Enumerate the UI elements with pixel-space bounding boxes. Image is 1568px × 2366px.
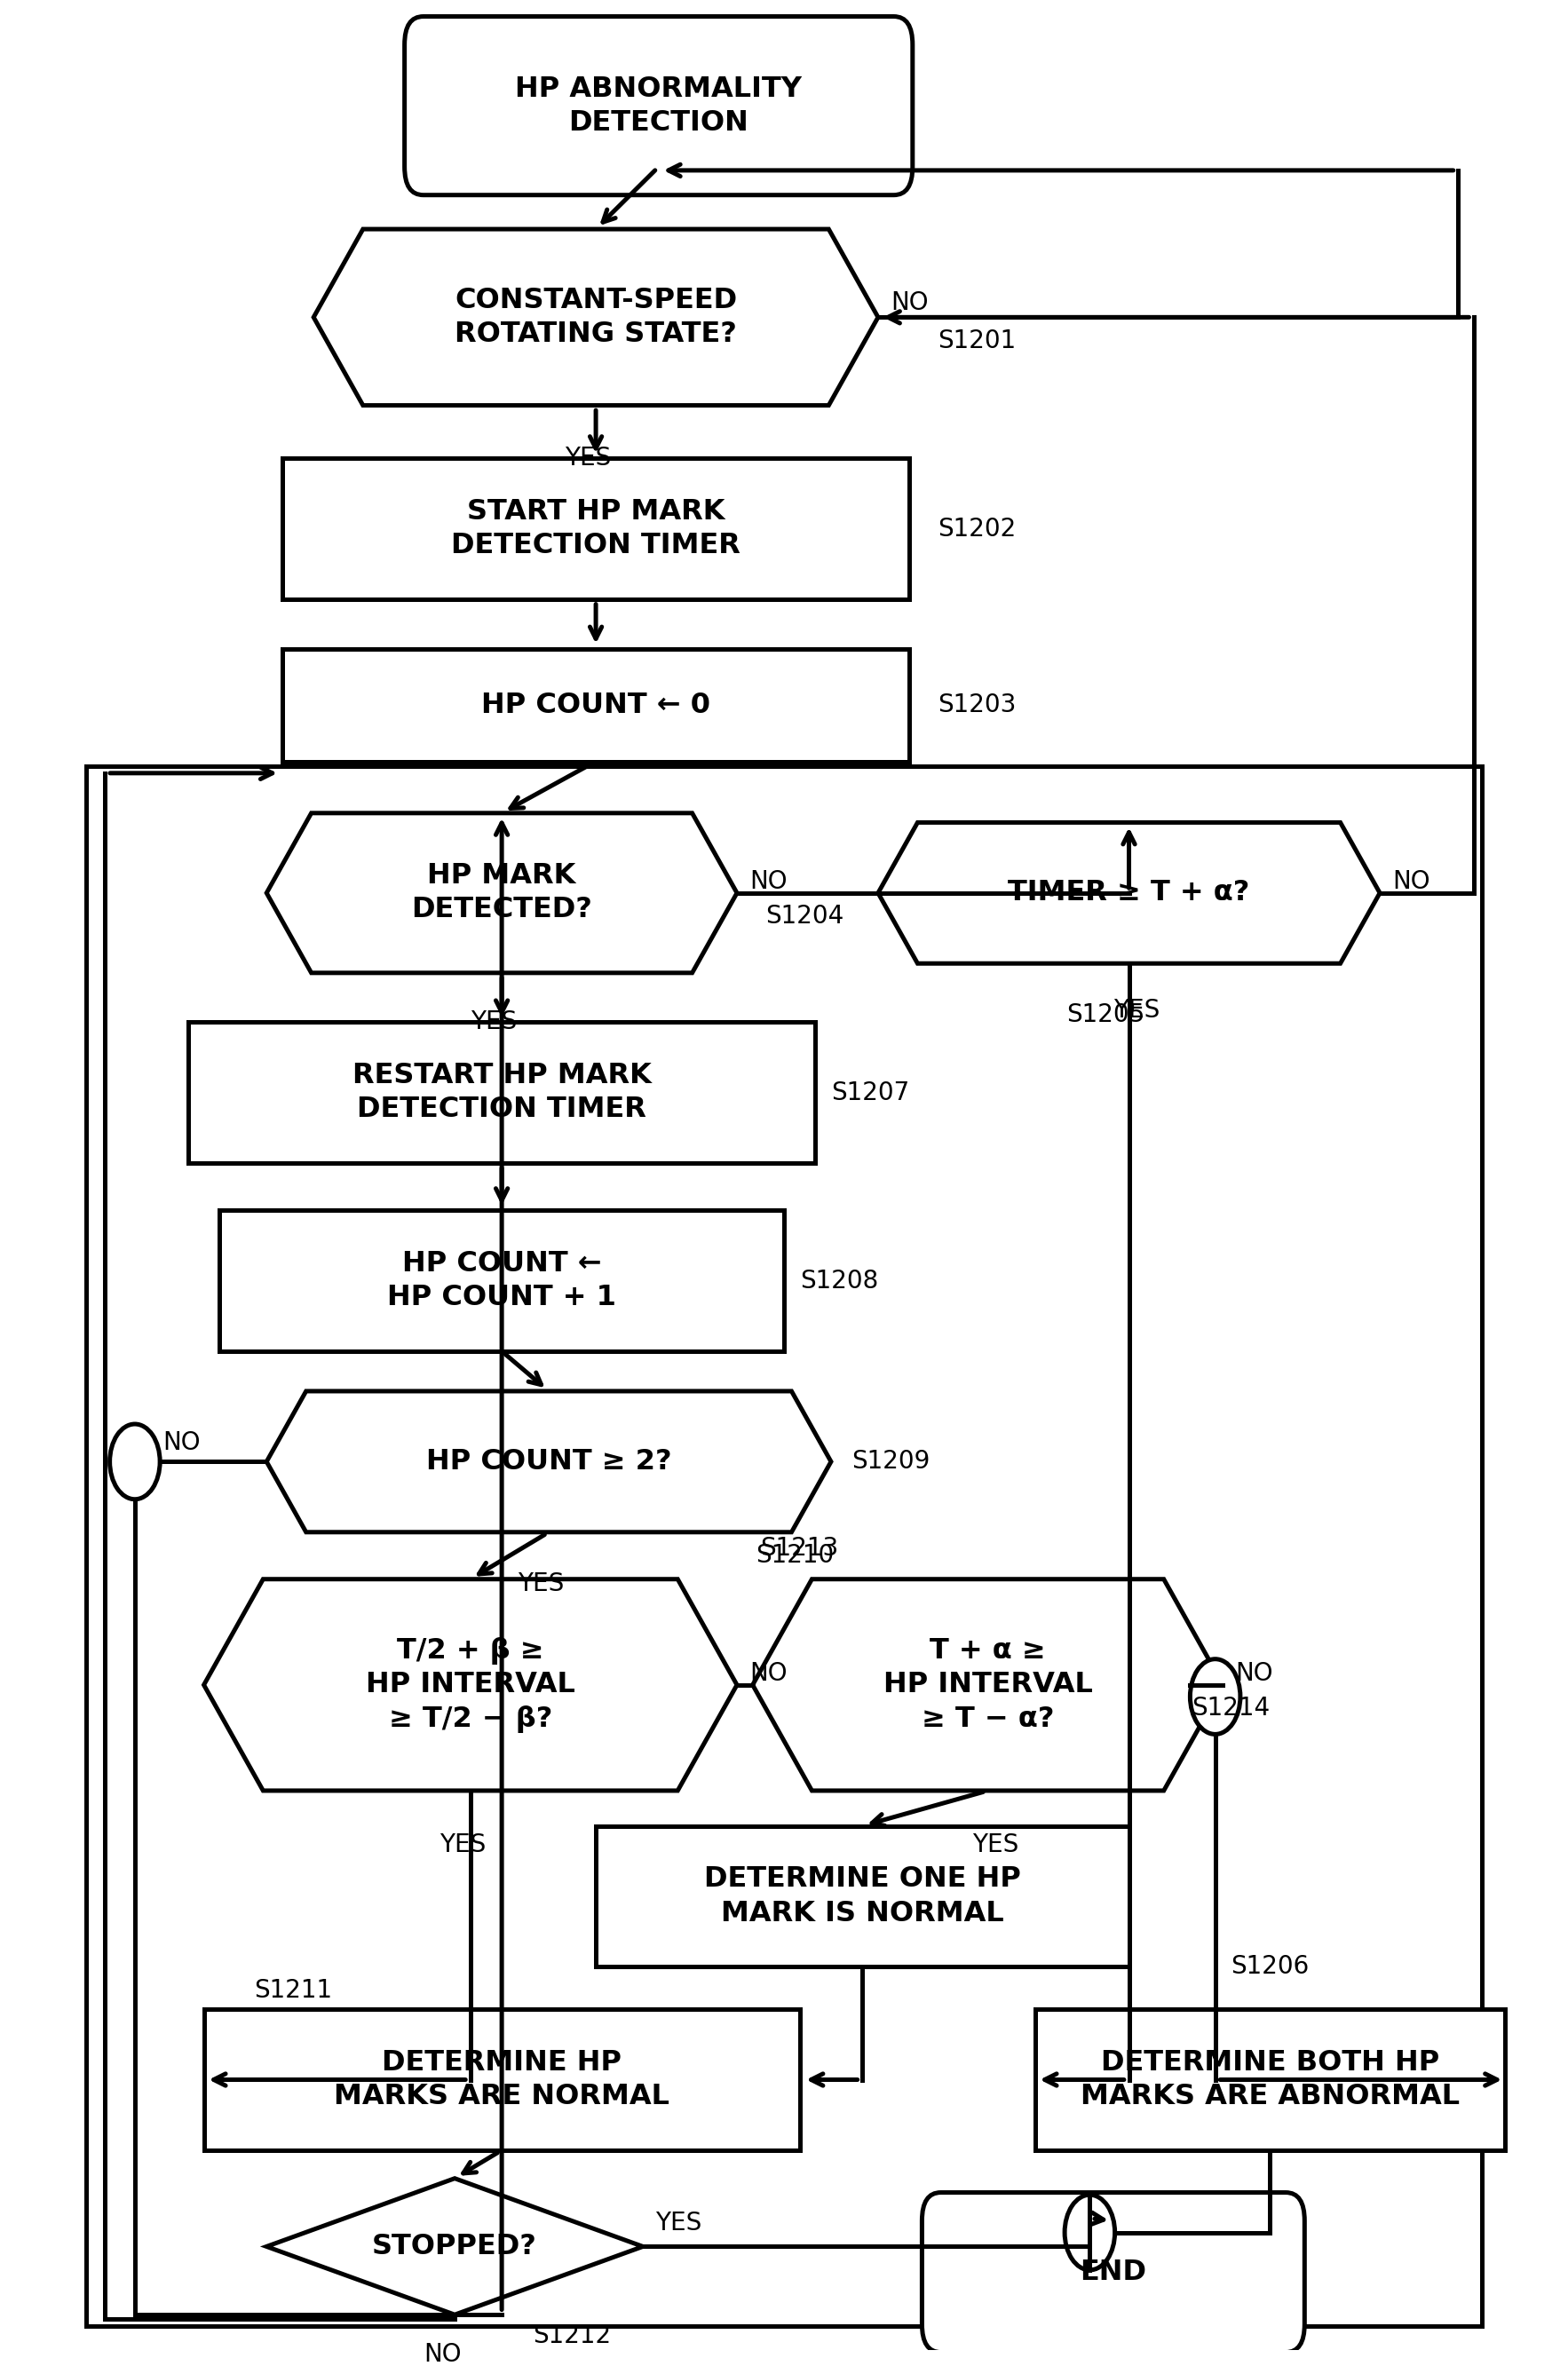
Bar [282,459,909,599]
Text: CONSTANT-SPEED
ROTATING STATE?: CONSTANT-SPEED ROTATING STATE? [455,286,737,348]
Text: NO: NO [891,291,928,315]
Text: S1205: S1205 [1066,1003,1145,1027]
Polygon shape [267,2179,643,2314]
Text: NO: NO [1392,868,1430,894]
Text: END: END [1080,2260,1146,2286]
Text: YES: YES [470,1010,517,1034]
Text: S1211: S1211 [254,1978,332,2002]
Polygon shape [314,230,878,405]
Text: HP COUNT ≥ 2?: HP COUNT ≥ 2? [426,1448,671,1476]
Text: S1209: S1209 [851,1450,930,1474]
Bar [282,648,909,762]
Polygon shape [204,1578,737,1791]
Polygon shape [267,1391,831,1533]
Bar [1035,2009,1505,2151]
Bar [204,2009,800,2151]
Text: S1214: S1214 [1192,1696,1270,1720]
Text: YES: YES [655,2210,702,2236]
FancyBboxPatch shape [922,2193,1305,2352]
Text: S1210: S1210 [756,1543,834,1569]
Text: STOPPED?: STOPPED? [372,2234,538,2260]
Text: YES: YES [439,1831,486,1857]
Text: S1213: S1213 [760,1536,839,1562]
Bar [188,1022,815,1164]
Text: T/2 + β ≥
HP INTERVAL
≥ T/2 − β?: T/2 + β ≥ HP INTERVAL ≥ T/2 − β? [365,1637,575,1732]
Text: S1204: S1204 [765,904,844,930]
FancyBboxPatch shape [405,17,913,194]
Text: NO: NO [750,1661,787,1685]
Text: S1201: S1201 [938,329,1016,353]
Text: HP ABNORMALITY
DETECTION: HP ABNORMALITY DETECTION [516,76,801,137]
Text: S1206: S1206 [1231,1954,1309,1980]
Text: DETERMINE BOTH HP
MARKS ARE ABNORMAL: DETERMINE BOTH HP MARKS ARE ABNORMAL [1080,2049,1460,2110]
Text: YES: YES [517,1571,564,1597]
Text: S1202: S1202 [938,516,1016,542]
Text: NO: NO [423,2342,461,2366]
Bar [220,1211,784,1351]
Text: T + α ≥
HP INTERVAL
≥ T − α?: T + α ≥ HP INTERVAL ≥ T − α? [883,1637,1093,1732]
Bar [86,767,1482,2326]
Text: NO: NO [750,868,787,894]
Polygon shape [267,814,737,972]
Bar [596,1827,1129,1966]
Polygon shape [878,823,1380,963]
Circle shape [110,1424,160,1500]
Circle shape [1190,1659,1240,1734]
Text: YES: YES [972,1831,1019,1857]
Text: NO: NO [163,1431,201,1455]
Text: YES: YES [564,445,612,471]
Text: TIMER ≥ T + α?: TIMER ≥ T + α? [1008,880,1250,906]
Text: HP MARK
DETECTED?: HP MARK DETECTED? [411,861,593,923]
Text: S1212: S1212 [533,2323,612,2349]
Text: START HP MARK
DETECTION TIMER: START HP MARK DETECTION TIMER [452,497,740,558]
Text: HP COUNT ← 0: HP COUNT ← 0 [481,691,710,719]
Text: HP COUNT ←
HP COUNT + 1: HP COUNT ← HP COUNT + 1 [387,1249,616,1311]
Circle shape [1065,2196,1115,2269]
Text: DETERMINE ONE HP
MARK IS NORMAL: DETERMINE ONE HP MARK IS NORMAL [704,1867,1021,1928]
Text: S1207: S1207 [831,1081,909,1105]
Polygon shape [753,1578,1223,1791]
Text: S1203: S1203 [938,693,1016,717]
Text: DETERMINE HP
MARKS ARE NORMAL: DETERMINE HP MARKS ARE NORMAL [334,2049,670,2110]
Text: RESTART HP MARK
DETECTION TIMER: RESTART HP MARK DETECTION TIMER [353,1062,651,1124]
Text: S1208: S1208 [800,1268,878,1294]
Text: NO: NO [1236,1661,1273,1685]
Text: YES: YES [1113,998,1160,1022]
